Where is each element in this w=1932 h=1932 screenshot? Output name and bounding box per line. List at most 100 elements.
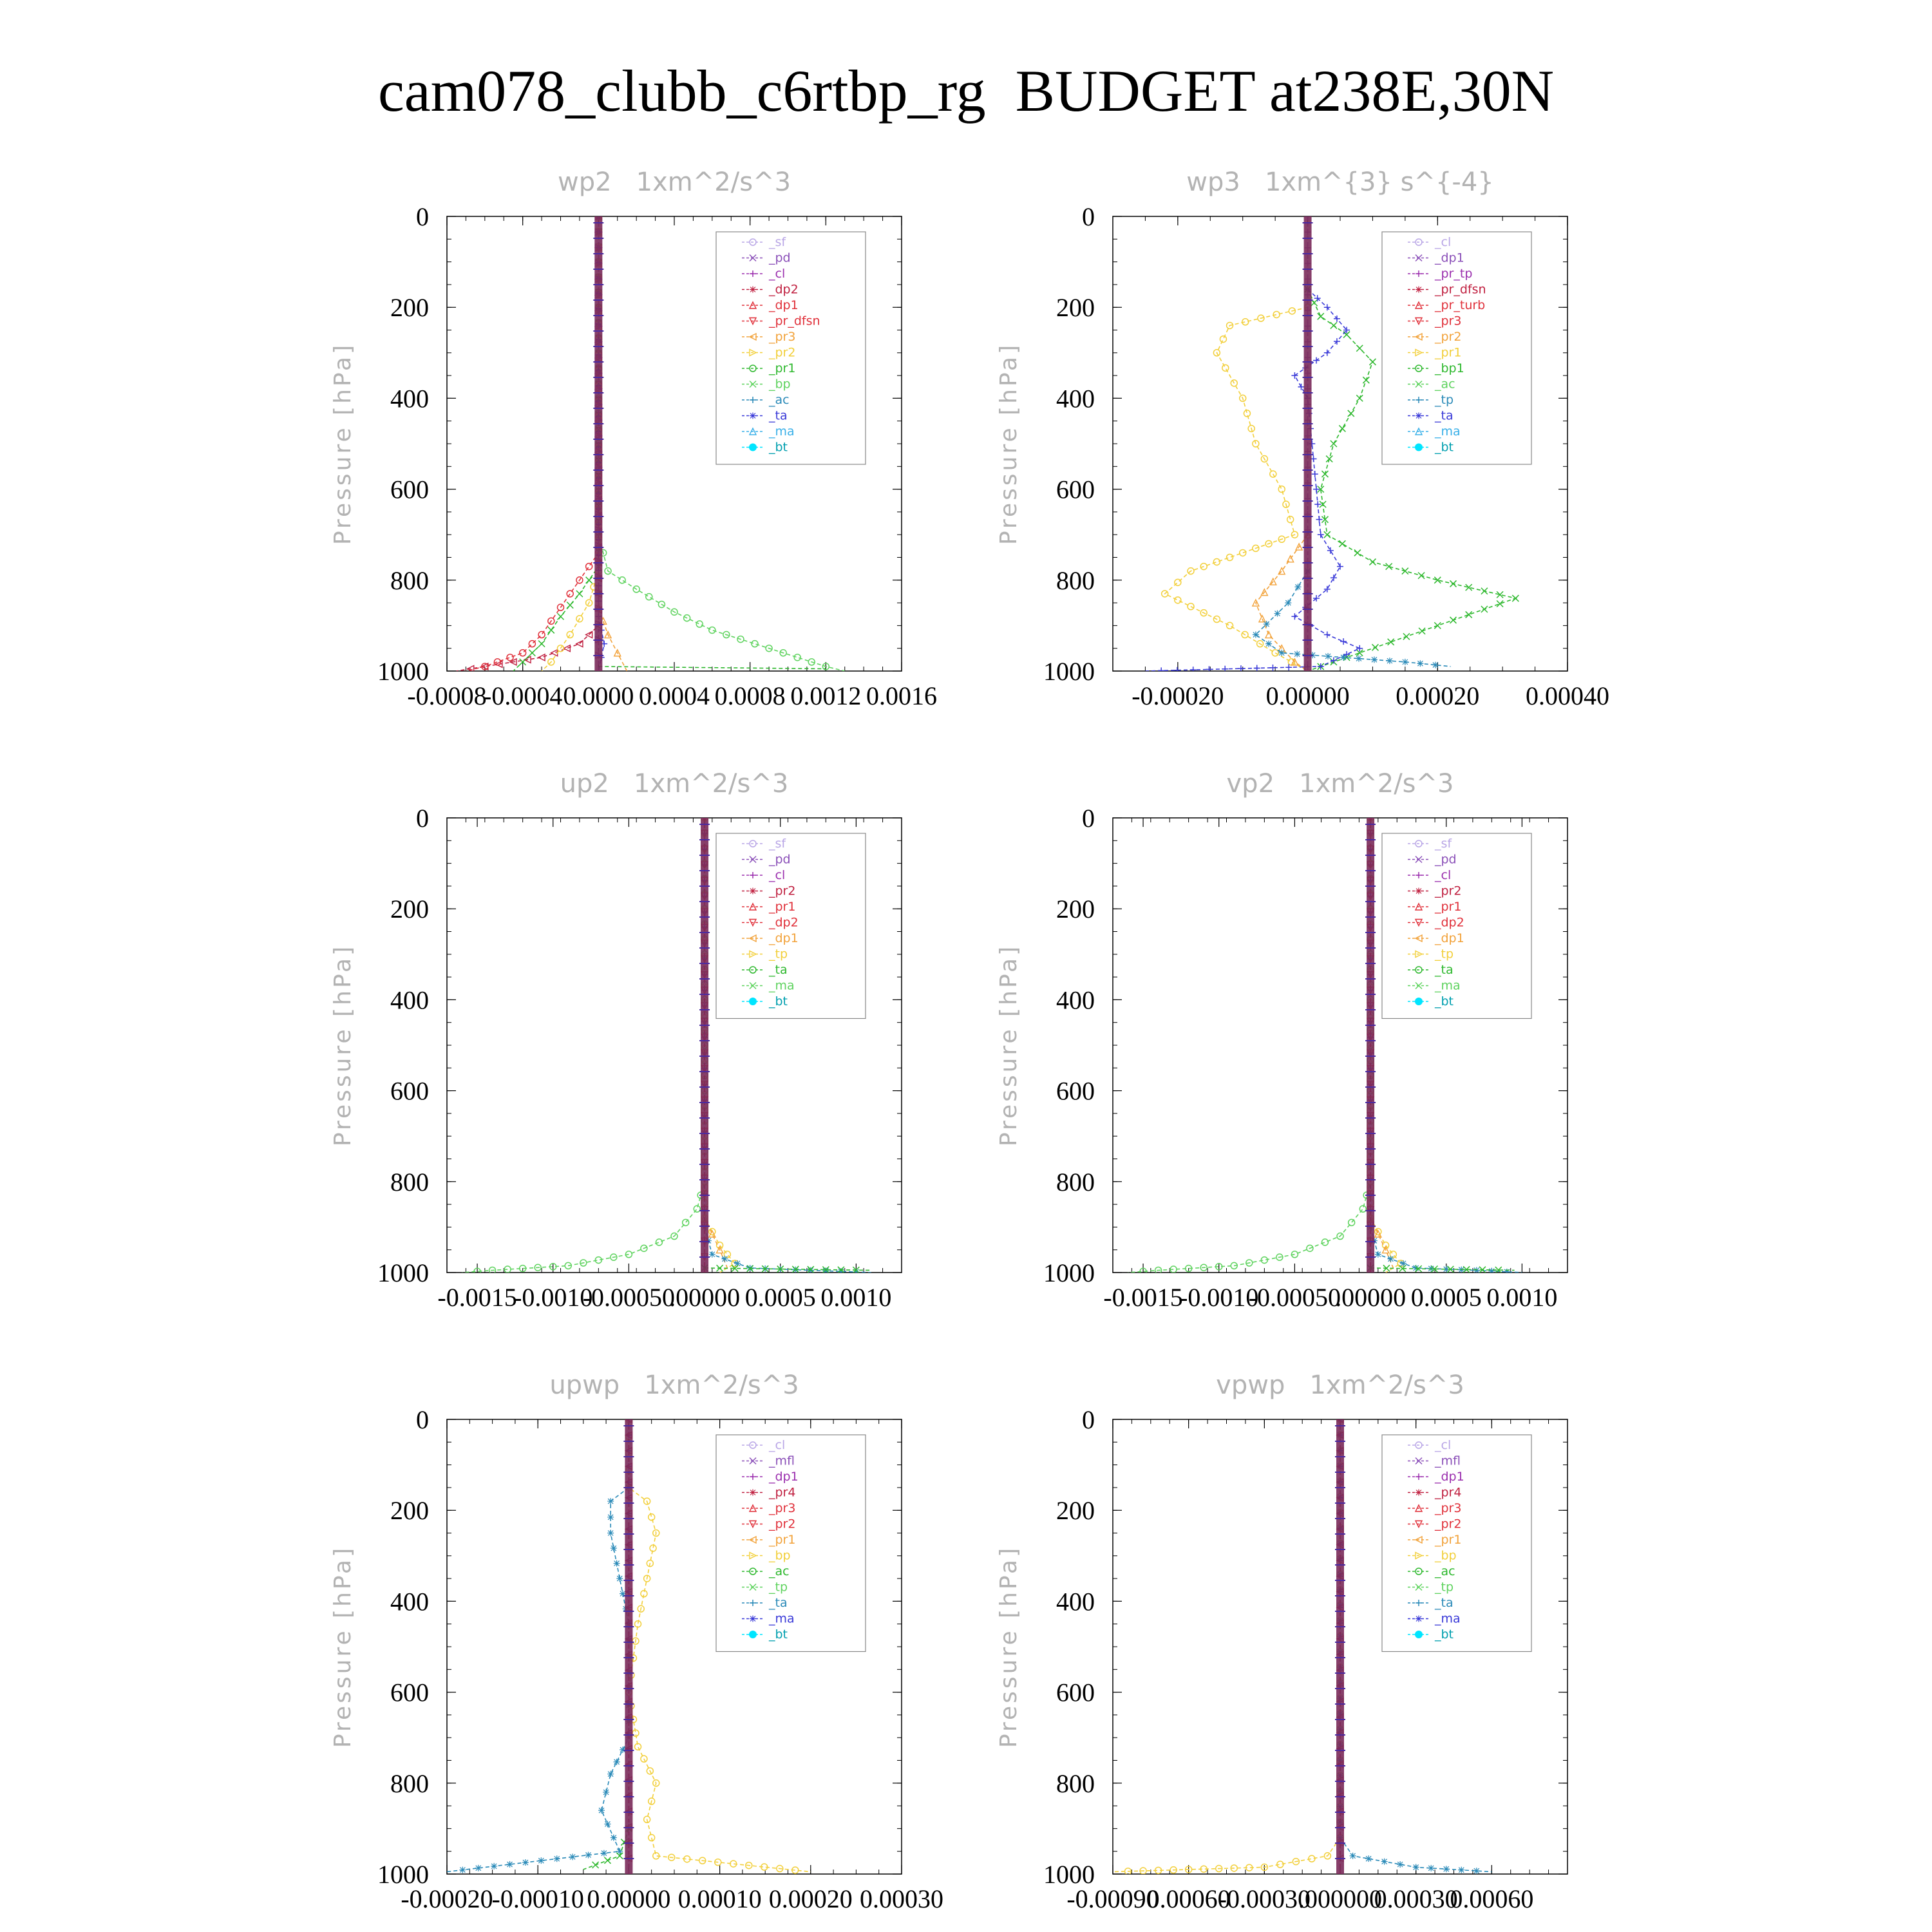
x-tick-label: -0.0010	[1179, 1283, 1258, 1312]
legend-label: _dp1	[1434, 931, 1464, 945]
data-point	[607, 1530, 614, 1537]
data-point	[1238, 549, 1247, 557]
x-tick-label: 0.0010	[820, 1283, 891, 1312]
legend-label: _cl	[1434, 1438, 1451, 1452]
legend-marker	[1416, 1615, 1422, 1622]
data-point	[1321, 516, 1329, 524]
y-tick-label: 400	[1056, 985, 1095, 1014]
data-point	[761, 1265, 769, 1273]
data-point	[1321, 470, 1329, 478]
data-point	[1314, 501, 1321, 508]
legend-marker	[748, 1535, 757, 1544]
data-point	[506, 1861, 513, 1868]
data-point	[1257, 314, 1265, 322]
data-point	[1488, 1267, 1495, 1273]
data-point	[1243, 410, 1251, 417]
data-point	[1215, 1864, 1223, 1873]
legend-label: _cl	[1434, 868, 1451, 882]
data-point	[1321, 1238, 1329, 1246]
y-tick-label: 600	[390, 1678, 429, 1707]
data-point	[723, 1251, 732, 1258]
legend-label: _cl	[768, 267, 785, 281]
legend-label: _dp2	[768, 283, 799, 297]
data-point	[1365, 1855, 1372, 1862]
data-point	[619, 1747, 626, 1754]
data-point	[575, 639, 583, 648]
data-point	[580, 1259, 587, 1267]
legend-label: _pd	[768, 251, 791, 265]
legend-label: _ta	[1434, 963, 1454, 977]
data-point	[1381, 1245, 1390, 1254]
data-point	[1291, 613, 1298, 620]
legend-marker	[748, 427, 757, 435]
y-tick-label: 600	[1056, 475, 1095, 504]
series-line-dp1	[466, 216, 600, 671]
data-point	[1274, 610, 1281, 617]
data-point	[1238, 394, 1247, 402]
legend-label: _bt	[1434, 994, 1454, 1009]
x-tick-label: -0.0004	[483, 681, 562, 710]
y-tick-label: 400	[1056, 1587, 1095, 1616]
data-point	[746, 1265, 754, 1273]
y-tick-label: 1000	[1043, 1258, 1095, 1287]
legend: _sf _pd _cl _dp2_dp1 _pr_dfsn _pr3 _pr2_pr1 _bp…	[715, 231, 866, 465]
x-tick-label: -0.00050	[583, 1283, 675, 1312]
data-point	[1323, 585, 1331, 592]
legend-marker	[749, 1551, 757, 1560]
data-point	[1247, 424, 1255, 433]
x-tick-label: .00000	[1335, 1283, 1406, 1312]
data-point	[537, 653, 545, 661]
data-point	[1336, 1232, 1344, 1240]
data-point	[534, 1264, 542, 1271]
legend-marker	[1415, 238, 1423, 246]
data-point	[670, 1232, 678, 1240]
data-point	[1213, 615, 1221, 623]
legend-box	[715, 833, 866, 1019]
data-point	[776, 1864, 784, 1873]
data-point	[1319, 500, 1327, 508]
legend-label: _pr_tp	[1434, 267, 1472, 281]
data-point	[1173, 667, 1180, 671]
legend-label: _dp1	[768, 931, 799, 945]
data-point	[1418, 627, 1426, 635]
y-tick-label: 800	[1056, 1769, 1095, 1798]
data-point	[1170, 1866, 1177, 1874]
data-point	[528, 649, 536, 657]
legend-label: _dp1	[768, 1470, 799, 1484]
data-point	[1403, 632, 1410, 640]
data-point	[1343, 651, 1350, 658]
data-point	[1381, 1241, 1390, 1249]
legend-marker	[750, 1615, 756, 1622]
data-point	[1368, 358, 1376, 366]
x-tick-label: 0.00060	[1147, 1884, 1231, 1913]
data-point	[1291, 531, 1299, 538]
data-point	[1219, 335, 1227, 343]
data-point	[1417, 660, 1424, 667]
data-point	[1496, 600, 1504, 608]
data-point	[655, 1238, 663, 1246]
data-point	[1253, 665, 1260, 671]
data-point	[1215, 1263, 1223, 1271]
data-point	[1340, 638, 1347, 645]
series-line-ac	[598, 666, 826, 670]
legend-marker	[1415, 1457, 1423, 1465]
data-point	[1245, 1259, 1253, 1267]
data-point	[652, 1529, 660, 1537]
data-point	[1317, 663, 1324, 670]
legend-marker	[750, 412, 756, 419]
legend-label: _ma	[1434, 1612, 1461, 1626]
data-point	[1265, 640, 1273, 647]
legend-label: _ta	[1434, 1596, 1454, 1610]
data-point	[1313, 357, 1320, 364]
data-point	[1258, 614, 1267, 623]
x-tick-label: 0.00010	[678, 1884, 762, 1913]
data-point	[566, 590, 574, 598]
data-point	[1400, 1260, 1407, 1267]
panel-title: wp2 1xm^2/s^3	[558, 167, 791, 197]
legend-marker	[750, 872, 756, 878]
data-point	[1226, 621, 1234, 630]
data-point	[1174, 578, 1182, 587]
y-axis-label: Pressure [hPa]	[996, 944, 1022, 1146]
data-point	[1354, 549, 1361, 556]
